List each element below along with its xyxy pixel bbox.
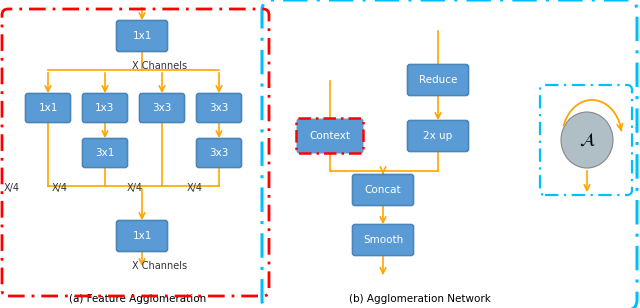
FancyBboxPatch shape (196, 139, 241, 168)
FancyBboxPatch shape (353, 175, 413, 205)
FancyBboxPatch shape (196, 94, 241, 123)
Text: Context: Context (310, 131, 351, 141)
Text: X Channels: X Channels (132, 61, 188, 71)
Text: X/4: X/4 (4, 183, 20, 193)
FancyBboxPatch shape (353, 225, 413, 256)
Text: 3x1: 3x1 (95, 148, 115, 158)
Text: 1x3: 1x3 (95, 103, 115, 113)
Text: 1x1: 1x1 (132, 31, 152, 41)
FancyBboxPatch shape (83, 139, 127, 168)
Text: X/4: X/4 (127, 183, 143, 193)
Text: Concat: Concat (365, 185, 401, 195)
Text: X/4: X/4 (52, 183, 68, 193)
FancyBboxPatch shape (408, 64, 468, 95)
Text: 3x3: 3x3 (209, 103, 228, 113)
FancyBboxPatch shape (140, 94, 184, 123)
Text: 2x up: 2x up (424, 131, 452, 141)
Text: X Channels: X Channels (132, 261, 188, 271)
FancyBboxPatch shape (26, 94, 70, 123)
Text: (a) Feature Agglomeration: (a) Feature Agglomeration (69, 294, 207, 304)
FancyBboxPatch shape (408, 120, 468, 152)
Text: 3x3: 3x3 (152, 103, 172, 113)
Text: (b) Agglomeration Network: (b) Agglomeration Network (349, 294, 491, 304)
FancyBboxPatch shape (296, 119, 364, 153)
FancyBboxPatch shape (83, 94, 127, 123)
FancyBboxPatch shape (116, 221, 168, 252)
Text: 3x3: 3x3 (209, 148, 228, 158)
Text: 1x1: 1x1 (132, 231, 152, 241)
Ellipse shape (561, 112, 613, 168)
FancyBboxPatch shape (116, 21, 168, 51)
Text: $\mathcal{A}$: $\mathcal{A}$ (579, 131, 595, 149)
Text: 1x1: 1x1 (38, 103, 58, 113)
Text: Smooth: Smooth (363, 235, 403, 245)
Text: Reduce: Reduce (419, 75, 457, 85)
Text: X/4: X/4 (187, 183, 203, 193)
